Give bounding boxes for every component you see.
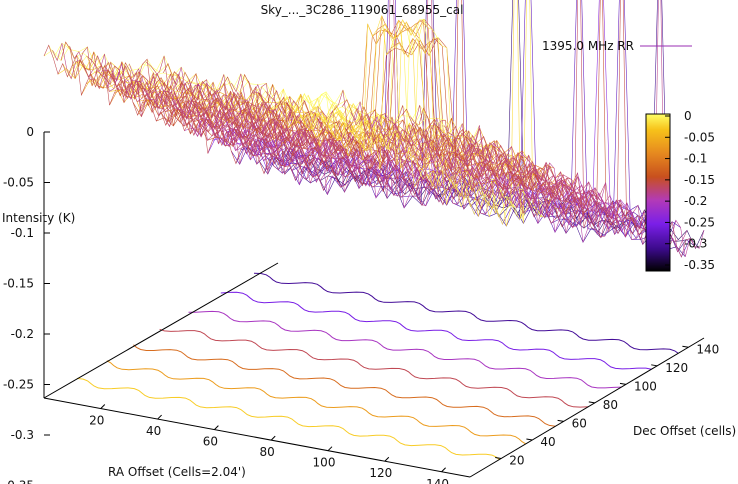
surface-column	[222, 76, 458, 206]
surface-column	[418, 0, 654, 236]
y-tick-label: 120	[665, 361, 688, 375]
colorbar-tick-label: 0	[684, 109, 692, 123]
x-tick-mark	[100, 404, 106, 409]
legend-label: 1395.0 MHz RR	[542, 39, 634, 53]
base-contour	[220, 291, 652, 370]
y-tick-mark	[619, 382, 627, 385]
x-tick-label: 140	[426, 477, 449, 484]
y-tick-mark	[526, 438, 533, 441]
y-tick-mark	[588, 401, 595, 404]
y-tick-mark	[651, 364, 658, 367]
y-tick-mark	[682, 345, 689, 348]
surface-column	[273, 15, 509, 218]
z-tick-label: -0.25	[3, 378, 34, 392]
back-x-axis-line	[43, 262, 279, 399]
z-tick-label: -0.1	[11, 226, 34, 240]
surface-column	[180, 71, 415, 198]
y-tick-label: 140	[696, 342, 719, 356]
surface-mesh	[43, 0, 705, 258]
x-tick-mark	[441, 467, 446, 473]
colorbar-tick-label: -0.35	[684, 258, 715, 272]
z-axis-ticks: 0 -0.05 -0.1 -0.15 -0.2 -0.25 -0.3 -0.35	[3, 125, 50, 484]
x-tick-label: 60	[203, 435, 218, 449]
base-contour	[106, 360, 527, 445]
y-tick-label: 100	[634, 379, 657, 393]
surface-column	[128, 63, 364, 194]
surface-column	[197, 79, 432, 207]
colorbar-tick-label: -0.2	[684, 194, 707, 208]
y-axis-ticks: 20 40 60 80 100 120 140	[495, 342, 719, 468]
x-tick-mark	[270, 435, 276, 441]
z-tick-label: -0.2	[11, 327, 34, 341]
x-axis-ticks: 20 40 60 80 100 120 140	[89, 404, 449, 484]
surface-column	[111, 63, 347, 195]
x-tick-mark	[327, 446, 333, 452]
base-contour	[76, 377, 500, 461]
y-axis-label: Dec Offset (cells)	[633, 424, 736, 438]
surface-column	[393, 105, 628, 235]
chart-title: Sky_..._3C286_119061_68955_cal	[261, 3, 464, 17]
colorbar	[645, 113, 671, 272]
z-tick-label: -0.05	[3, 176, 34, 190]
surface-column	[205, 82, 440, 207]
surface-column	[367, 114, 603, 243]
surface-column	[265, 90, 500, 215]
x-tick-mark	[214, 425, 219, 430]
z-tick-label: 0	[26, 125, 34, 139]
colorbar-tick-label: -0.25	[684, 215, 715, 229]
surface-column	[435, 119, 671, 245]
x-tick-mark	[157, 414, 162, 420]
surface-column	[341, 99, 577, 228]
surface-column	[214, 0, 449, 203]
surface-column	[103, 61, 338, 192]
surface-column	[444, 0, 679, 249]
z-tick-label: -0.15	[3, 277, 34, 291]
x-axis-line	[43, 397, 471, 478]
base-contour	[188, 310, 622, 389]
z-axis-label: Intensity (K)	[2, 211, 75, 225]
surface-column	[256, 82, 492, 210]
colorbar-tick-label: -0.3	[684, 237, 707, 251]
x-tick-label: 40	[146, 424, 161, 438]
surface-column	[231, 73, 466, 206]
y-tick-mark	[557, 419, 564, 422]
y-tick-label: 80	[603, 398, 618, 412]
colorbar-ticks: 0 -0.05 -0.1 -0.15 -0.2 -0.25 -0.3 -0.35	[665, 109, 715, 272]
surface-column	[171, 0, 407, 199]
surface-column	[401, 0, 637, 228]
colorbar-tick-label: -0.1	[684, 152, 707, 166]
z-tick-label: -0.35	[3, 479, 34, 484]
colorbar-tick-label: -0.15	[684, 173, 715, 187]
y-tick-mark	[495, 457, 502, 460]
z-tick-label: -0.3	[11, 428, 34, 442]
surface-column	[376, 113, 611, 239]
surface-column	[350, 101, 585, 234]
surface-column	[43, 44, 279, 175]
base-contour	[253, 272, 679, 354]
surface-column	[316, 18, 551, 218]
base-contour	[159, 328, 589, 408]
x-tick-label: 100	[313, 456, 336, 470]
x-axis-label: RA Offset (Cells=2.04')	[108, 465, 246, 479]
surface-column	[307, 0, 543, 224]
base-contour	[133, 344, 556, 427]
surface-column	[282, 23, 517, 225]
x-tick-label: 20	[89, 414, 104, 428]
x-tick-mark	[384, 456, 390, 462]
x-tick-label: 120	[369, 466, 392, 480]
base-contours	[76, 272, 679, 461]
y-axis-line	[469, 337, 705, 478]
surface-column	[384, 113, 619, 238]
colorbar-tick-label: -0.05	[684, 130, 715, 144]
y-tick-label: 60	[572, 416, 587, 430]
y-tick-label: 20	[509, 454, 524, 468]
x-tick-label: 80	[260, 445, 275, 459]
y-tick-label: 40	[540, 435, 555, 449]
surface-column	[290, 0, 526, 227]
